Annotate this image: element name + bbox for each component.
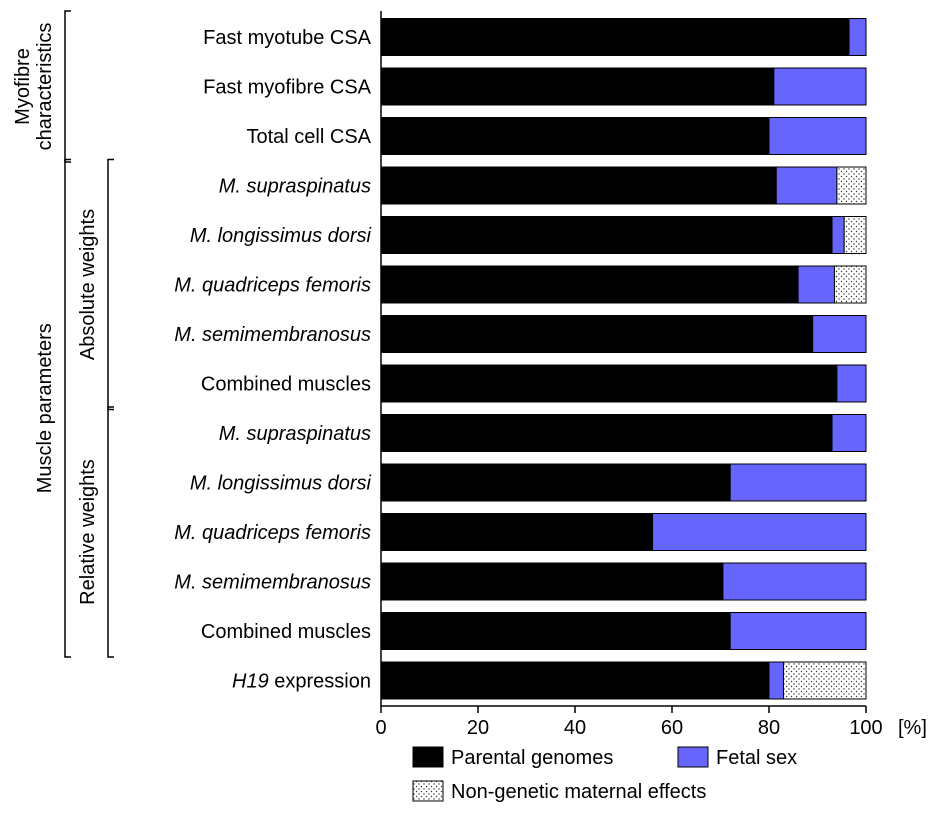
bar-segment-2-row-14 — [768, 661, 785, 700]
bar-segment-2-row-10 — [729, 463, 867, 502]
category-label: Combined muscles — [201, 621, 371, 643]
bar-segment-2-row-8 — [836, 364, 867, 403]
bar-segment-1-row-14 — [380, 661, 770, 700]
bar-segment-1-row-5 — [380, 216, 833, 254]
legend-swatch-2 — [677, 746, 709, 768]
bar-segment-1-row-4 — [380, 166, 777, 205]
x-unit-label: [%] — [898, 717, 927, 739]
category-label: Combined muscles — [201, 374, 371, 396]
bar-segment-2-row-9 — [831, 414, 867, 452]
bar-segment-3-row-5 — [843, 216, 867, 254]
x-axis: 0 20 40 60 80 100 [%] — [375, 11, 927, 739]
category-label: Fast myotube CSA — [203, 27, 372, 49]
group-label: Absolute weights — [77, 209, 99, 360]
legend-label-2: Fetal sex — [716, 747, 797, 769]
group-label: Relative weights — [77, 459, 99, 605]
bar-segment-1-row-12 — [380, 562, 724, 601]
group-bracket-2 — [64, 158, 71, 658]
category-labels: Fast myotube CSA Fast myofibre CSA Total c… — [174, 27, 371, 693]
bar-segment-1-row-10 — [380, 463, 731, 502]
bar-segment-1-row-3 — [380, 117, 770, 155]
bar-segment-1-row-9 — [380, 414, 833, 452]
bar-segment-2-row-5 — [831, 216, 845, 254]
group-label: Myofibre — [12, 48, 34, 125]
legend-label-3: Non-genetic maternal effects — [451, 781, 706, 803]
bar-segment-2-row-6 — [797, 265, 835, 304]
x-tick-label: 0 — [375, 717, 386, 739]
group-brackets: Myofibre characteristics Muscle parameters… — [12, 10, 114, 658]
category-label: M. quadriceps femoris — [174, 275, 371, 297]
legend-swatch-3 — [412, 780, 444, 802]
bar-segment-1-row-1 — [380, 18, 850, 56]
bar-segment-3-row-14 — [783, 661, 867, 700]
category-label: Total cell CSA — [247, 126, 372, 148]
bar-segment-2-row-4 — [775, 166, 838, 205]
category-label: H19 expression — [232, 671, 371, 693]
x-tick-label: 100 — [849, 717, 882, 739]
category-label: Fast myofibre CSA — [203, 77, 371, 99]
bar-segment-2-row-12 — [722, 562, 867, 601]
group-bracket-4 — [107, 406, 114, 658]
bar-segment-3-row-6 — [833, 265, 867, 304]
bar-segment-2-row-11 — [652, 513, 867, 551]
category-label: M. quadriceps femoris — [174, 522, 371, 544]
bar-segment-1-row-8 — [380, 364, 838, 403]
x-tick-label: 60 — [661, 717, 683, 739]
category-label: M. semimembranosus — [174, 324, 371, 346]
bar-segment-1-row-13 — [380, 612, 731, 650]
bar-segment-2-row-1 — [848, 18, 867, 56]
x-tick-label: 80 — [758, 717, 780, 739]
group-label: Muscle parameters — [34, 323, 56, 493]
bar-segment-2-row-2 — [773, 67, 867, 106]
category-label: M. longissimus dorsi — [190, 225, 372, 247]
bar-segment-3-row-4 — [836, 166, 867, 205]
bars-layer — [380, 18, 867, 700]
category-label: M. supraspinatus — [219, 423, 371, 445]
category-label: M. supraspinatus — [219, 176, 371, 198]
bar-segment-1-row-11 — [380, 513, 654, 551]
category-label: M. longissimus dorsi — [190, 473, 372, 495]
bar-segment-2-row-13 — [729, 612, 867, 650]
category-label: M. semimembranosus — [174, 572, 371, 594]
bar-segment-1-row-7 — [380, 315, 814, 353]
group-label-line2: characteristics — [34, 23, 56, 151]
group-bracket-3 — [107, 158, 114, 411]
bar-segment-1-row-2 — [380, 67, 775, 106]
bar-segment-2-row-3 — [768, 117, 867, 155]
bar-segment-2-row-7 — [812, 315, 867, 353]
legend-label-1: Parental genomes — [451, 747, 613, 769]
group-bracket-1 — [64, 10, 71, 163]
legend-swatch-1 — [412, 746, 444, 768]
x-tick-label: 40 — [564, 717, 586, 739]
x-tick-label: 20 — [467, 717, 489, 739]
bar-segment-1-row-6 — [380, 265, 799, 304]
legend: Parental genomes Fetal sex Non-genetic mat… — [412, 746, 797, 803]
